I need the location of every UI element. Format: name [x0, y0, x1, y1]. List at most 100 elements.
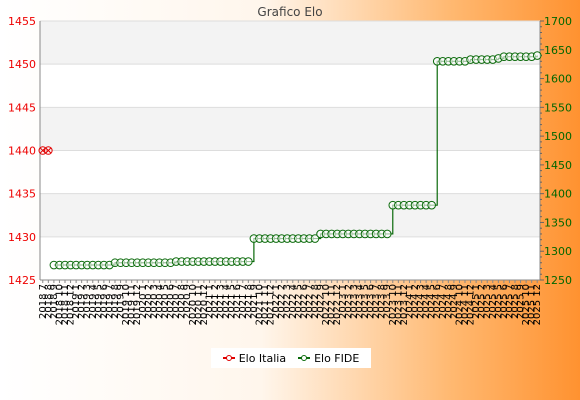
x-tick-label: 2022 10	[321, 284, 332, 325]
x-tick-label: 2024 9	[449, 284, 460, 319]
x-tick-label: 2022 12	[332, 284, 343, 325]
x-tick-label: 2024 12	[466, 284, 477, 325]
legend: Elo Italia Elo FIDE	[211, 348, 371, 368]
x-tick-label: 2022 4	[288, 284, 299, 319]
right-tick-label: 1450	[544, 159, 572, 172]
x-tick-label: 2021 8	[243, 284, 254, 319]
x-tick-label: 2019 3	[82, 284, 93, 319]
x-tick-label: 2025 1	[471, 284, 482, 319]
right-tick-label: 1350	[544, 216, 572, 229]
x-tick-label: 2021 12	[266, 284, 277, 325]
x-tick-label: 2023 1	[338, 284, 349, 319]
x-tick-label: 2019 11	[127, 284, 138, 325]
x-tick-label: 2025 5	[493, 284, 504, 319]
x-tick-label: 2025 6	[499, 284, 510, 319]
x-tick-label: 2018 7	[38, 284, 49, 319]
x-tick-label: 2024 4	[421, 284, 432, 319]
x-tick-label: 2020 4	[154, 284, 165, 319]
x-tick-label: 2022 7	[304, 284, 315, 319]
plot-band	[40, 150, 540, 194]
plot-band	[40, 107, 540, 151]
data-point-cross	[45, 147, 52, 154]
x-tick-label: 2023 3	[349, 284, 360, 319]
x-tick-label: 2024 8	[443, 284, 454, 319]
x-tick-label: 2022 8	[310, 284, 321, 319]
x-tick-label: 2020 9	[182, 284, 193, 319]
x-tick-label: 2020 12	[199, 284, 210, 325]
data-point-elo-fide	[382, 229, 392, 239]
right-tick-label: 1600	[544, 73, 572, 86]
x-tick-label: 2024 7	[438, 284, 449, 319]
x-tick-label: 2021 2	[210, 284, 221, 319]
x-tick-label: 2024 11	[460, 284, 471, 325]
x-tick-label: 2019 2	[77, 284, 88, 319]
x-tick-label: 2018 12	[66, 284, 77, 325]
legend-swatch-red	[222, 355, 235, 361]
right-tick-label: 1250	[544, 274, 572, 287]
x-tick-label: 2022 9	[316, 284, 327, 319]
x-tick-label: 2023 8	[377, 284, 388, 319]
x-tick-label: 2019 10	[121, 284, 132, 325]
x-tick-label: 2021 11	[260, 284, 271, 325]
x-tick-label: 2020 5	[160, 284, 171, 319]
left-tick-label: 1440	[8, 145, 36, 158]
x-tick-label: 2023 10	[388, 284, 399, 325]
x-tick-label: 2025 10	[521, 284, 532, 325]
legend-label-elo-fide: Elo FIDE	[314, 351, 360, 365]
x-tick-label: 2023 9	[382, 284, 393, 319]
x-tick-label: 2025 3	[482, 284, 493, 319]
right-tick-label: 1400	[544, 188, 572, 201]
x-tick-label: 2022 3	[282, 284, 293, 319]
x-tick-label: 2025 11	[527, 284, 538, 325]
x-tick-label: 2019 8	[110, 284, 121, 319]
x-tick-label: 2025 12	[532, 284, 543, 325]
data-point-elo-fide	[244, 257, 253, 266]
x-tick-label: 2021 7	[238, 284, 249, 319]
series-layer	[38, 51, 542, 270]
x-tick-label: 2024 5	[427, 284, 438, 319]
x-tick-label: 2018 9	[49, 284, 60, 319]
x-tick-label: 2021 3	[216, 284, 227, 319]
x-tick-label: 2025 2	[477, 284, 488, 319]
x-tick-label: 2024 2	[410, 284, 421, 319]
x-tick-label: 2021 4	[221, 284, 232, 319]
plot-band	[40, 21, 540, 65]
x-tick-label: 2022 11	[327, 284, 338, 325]
right-tick-label: 1300	[544, 245, 572, 258]
x-tick-label: 2020 11	[193, 284, 204, 325]
left-tick-label: 1450	[8, 58, 36, 71]
x-tick-label: 2025 4	[488, 284, 499, 319]
axes	[39, 20, 544, 283]
x-tick-label: 2018 8	[43, 284, 54, 319]
x-tick-label: 2022 1	[271, 284, 282, 319]
x-tick-label: 2024 6	[432, 284, 443, 319]
x-tick-label: 2022 6	[299, 284, 310, 319]
legend-swatch-green	[298, 355, 311, 361]
x-tick-label: 2019 7	[104, 284, 115, 319]
x-tick-label: 2023 5	[360, 284, 371, 319]
left-tick-label: 1455	[8, 15, 36, 28]
x-tick-label: 2023 7	[371, 284, 382, 319]
plot-band	[40, 193, 540, 237]
x-tick-label: 2025 8	[510, 284, 521, 319]
x-tick-label: 2019 6	[99, 284, 110, 319]
x-tick-label: 2020 1	[138, 284, 149, 319]
tick-labels: 1425 1430 1435 1440 1445 1450 1455 1250 1300 1350…	[8, 15, 572, 325]
x-tick-label: 2021 10	[254, 284, 265, 325]
x-tick-label: 2019 5	[93, 284, 104, 319]
x-tick-label: 2022 5	[293, 284, 304, 319]
data-point-elo-fide	[427, 200, 436, 210]
right-tick-label: 1700	[544, 15, 572, 28]
x-tick-label: 2020 3	[149, 284, 160, 319]
x-tick-label: 2020 8	[177, 284, 188, 319]
x-tick-label: 2021 9	[249, 284, 260, 319]
x-tick-label: 2021 6	[232, 284, 243, 319]
left-tick-label: 1425	[8, 274, 36, 287]
x-tick-label: 2019 1	[71, 284, 82, 319]
x-tick-label: 2020 2	[143, 284, 154, 319]
x-tick-label: 2023 12	[399, 284, 410, 325]
plot-band	[40, 64, 540, 108]
chart-title: Grafico Elo	[257, 5, 322, 19]
left-tick-label: 1435	[8, 188, 36, 201]
